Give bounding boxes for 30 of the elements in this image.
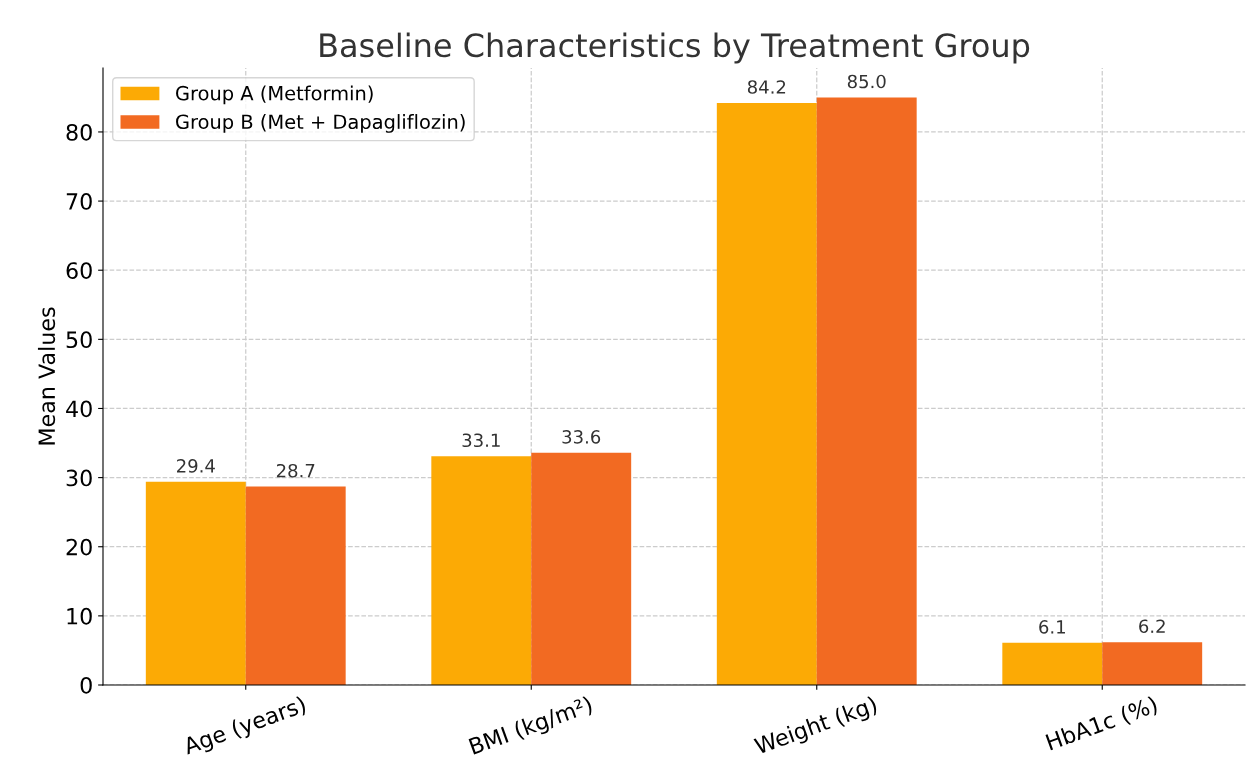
y-tick-label: 50 (66, 331, 92, 349)
bar (431, 456, 532, 685)
data-label: 85.0 (847, 74, 886, 89)
y-tick-label: 40 (66, 400, 92, 418)
y-tick-label: 30 (66, 469, 92, 487)
x-tick-label: HbA1c (%) (1045, 695, 1159, 753)
data-label: 33.6 (562, 430, 601, 444)
bar (716, 102, 817, 685)
y-tick-label: 70 (66, 193, 92, 210)
y-tick-label: 0 (80, 676, 92, 694)
bar (531, 452, 632, 685)
data-label: 29.4 (177, 459, 215, 473)
y-tick-label: 10 (67, 607, 92, 625)
bar (1102, 642, 1203, 685)
bar (1002, 642, 1103, 685)
data-label: 84.2 (747, 80, 786, 94)
bar (245, 486, 346, 685)
legend-label: Group A (Metformin) (176, 85, 373, 105)
y-tick-label: 20 (66, 538, 92, 556)
y-axis-title: Mean Values (37, 307, 56, 445)
data-label: 28.7 (276, 463, 315, 478)
y-tick-label: 80 (66, 123, 92, 141)
y-tick-label: 60 (66, 262, 92, 279)
data-label: 6.2 (1139, 619, 1165, 634)
data-label: 6.1 (1039, 620, 1065, 634)
bar (816, 97, 917, 685)
bar (145, 481, 246, 685)
legend-label: Group B (Met + Dapagliflozin) (176, 114, 465, 133)
chart-title: Baseline Characteristics by Treatment Group (320, 32, 1030, 64)
data-label: 33.1 (462, 433, 500, 448)
